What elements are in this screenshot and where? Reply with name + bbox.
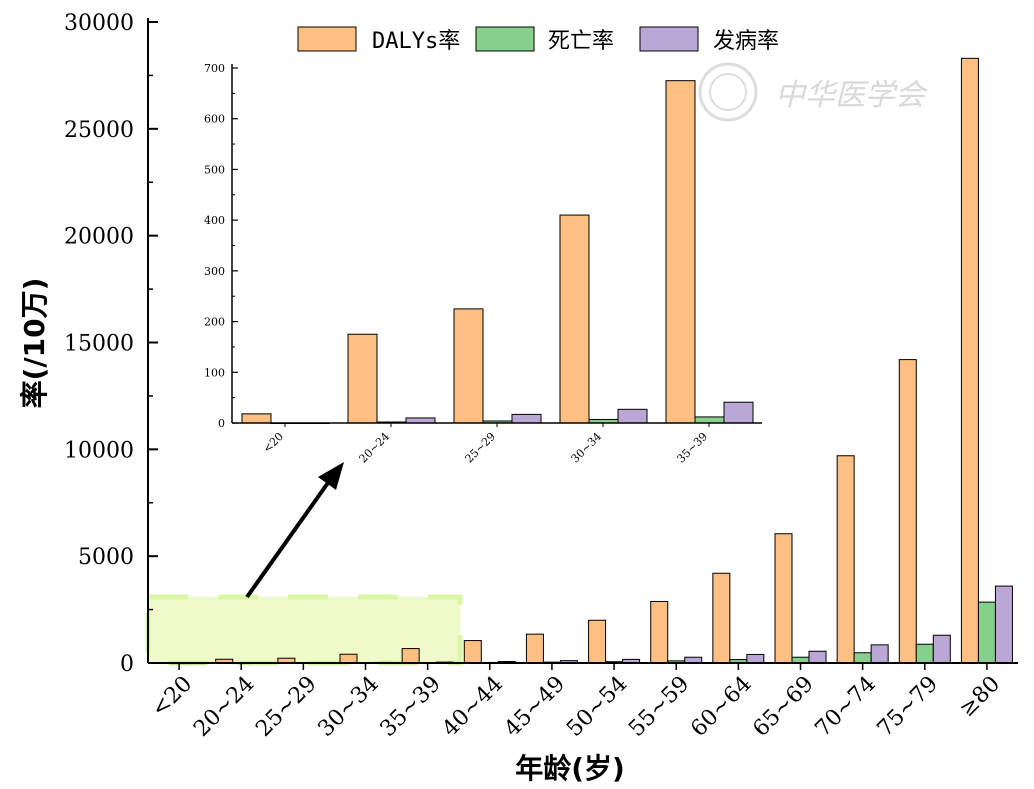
- inset-y-tick-label: 0: [218, 417, 225, 430]
- inset-y-tick-label: 300: [204, 265, 225, 278]
- bar-dalys-12: [898, 359, 917, 664]
- x-tick-label: 25~29: [251, 672, 321, 742]
- legend-swatch-death: [475, 26, 535, 52]
- inset-bar-dalys-1: [347, 333, 378, 424]
- inset-x-tick-label: 35~39: [675, 430, 711, 466]
- bar-incidence-10: [808, 650, 827, 664]
- y-tick-label: 15000: [64, 332, 134, 357]
- x-tick-label: 30~34: [313, 672, 383, 742]
- x-tick-label: 40~44: [438, 672, 508, 742]
- inset-bar-death-4: [694, 416, 725, 424]
- bar-death-11: [853, 652, 872, 664]
- main-y-ticks: 0 5000 10000 15000 20000 25000 30000: [64, 11, 158, 677]
- bar-incidence-13: [994, 585, 1013, 664]
- inset-x-tick-label: <20: [261, 430, 287, 456]
- inset-bar-incidence-4: [723, 401, 754, 424]
- y-tick-label: 30000: [64, 11, 134, 36]
- y-tick-label: 0: [120, 652, 134, 677]
- y-tick-label: 5000: [78, 545, 134, 570]
- x-tick-label: 20~24: [189, 672, 259, 742]
- inset-y-tick-label: 200: [204, 316, 225, 329]
- x-tick-label: ≥80: [955, 672, 1006, 723]
- x-tick-label: 75~79: [873, 672, 943, 742]
- bar-dalys-8: [650, 600, 669, 664]
- y-tick-label: 20000: [64, 225, 134, 250]
- x-tick-label: 50~54: [562, 672, 632, 742]
- bar-dalys-13: [960, 57, 979, 664]
- y-axis-title: 率(/10万): [18, 278, 51, 409]
- bar-incidence-11: [870, 644, 889, 664]
- x-axis-title: 年龄(岁): [515, 752, 625, 785]
- bar-dalys-3: [339, 653, 358, 664]
- bar-death-12: [915, 643, 934, 664]
- bar-dalys-4: [401, 648, 420, 664]
- legend-swatch-incidence: [639, 26, 699, 52]
- inset-x-tick-label: 30~34: [569, 430, 605, 466]
- inset-y-tick-label: 400: [204, 214, 225, 227]
- inset-y-tick-label: 500: [204, 163, 225, 176]
- x-tick-label: 35~39: [376, 672, 446, 742]
- y-tick-label: 25000: [64, 118, 134, 143]
- legend-label-death: 死亡率: [548, 29, 614, 54]
- y-tick-label: 10000: [64, 438, 134, 463]
- bar-dalys-9: [712, 572, 731, 664]
- inset-bar-incidence-1: [405, 417, 436, 424]
- inset-bar-dalys-4: [665, 80, 696, 424]
- inset-bar-dalys-0: [241, 413, 272, 424]
- watermark-text: 中华医学会: [775, 78, 928, 113]
- inset-bar-incidence-2: [511, 413, 542, 424]
- legend: DALYs率 死亡率 发病率: [297, 26, 779, 54]
- bar-death-13: [977, 601, 996, 664]
- x-tick-label: 45~49: [500, 672, 570, 742]
- bar-dalys-5: [463, 640, 482, 664]
- inset-plot: 0 100 200 300 400 500 600 700 <20 20~24 25~29 30~3…: [204, 62, 762, 465]
- bar-dalys-7: [588, 619, 607, 664]
- x-tick-label: 55~59: [624, 672, 694, 742]
- inset-bar-incidence-3: [617, 408, 648, 424]
- inset-bar-dalys-3: [559, 214, 590, 424]
- legend-label-incidence: 发病率: [713, 29, 779, 54]
- inset-y-tick-label: 100: [204, 366, 225, 379]
- bar-dalys-10: [774, 533, 793, 664]
- x-tick-label: 60~64: [686, 672, 756, 742]
- arrow-icon: [245, 462, 344, 599]
- watermark: 中华医学会: [698, 62, 928, 122]
- legend-swatch-dalys: [297, 26, 357, 52]
- bar-incidence-9: [746, 653, 765, 664]
- legend-label-dalys: DALYs率: [372, 29, 460, 54]
- inset-y-tick-label: 700: [204, 62, 225, 75]
- x-tick-label: 65~69: [748, 672, 818, 742]
- bar-incidence-12: [932, 634, 951, 664]
- watermark-seal-icon: [698, 62, 758, 122]
- inset-y-tick-label: 600: [204, 113, 225, 126]
- bar-dalys-11: [836, 455, 855, 664]
- main-x-ticks: <2020~2425~2930~3435~3940~4445~4950~5455…: [147, 663, 1005, 742]
- inset-x-tick-label: 20~24: [357, 430, 393, 466]
- x-tick-label: 70~74: [811, 672, 881, 742]
- x-tick-label: <20: [147, 672, 198, 723]
- bar-dalys-6: [525, 633, 544, 664]
- inset-x-tick-label: 25~29: [463, 430, 499, 466]
- inset-bar-dalys-2: [453, 308, 484, 424]
